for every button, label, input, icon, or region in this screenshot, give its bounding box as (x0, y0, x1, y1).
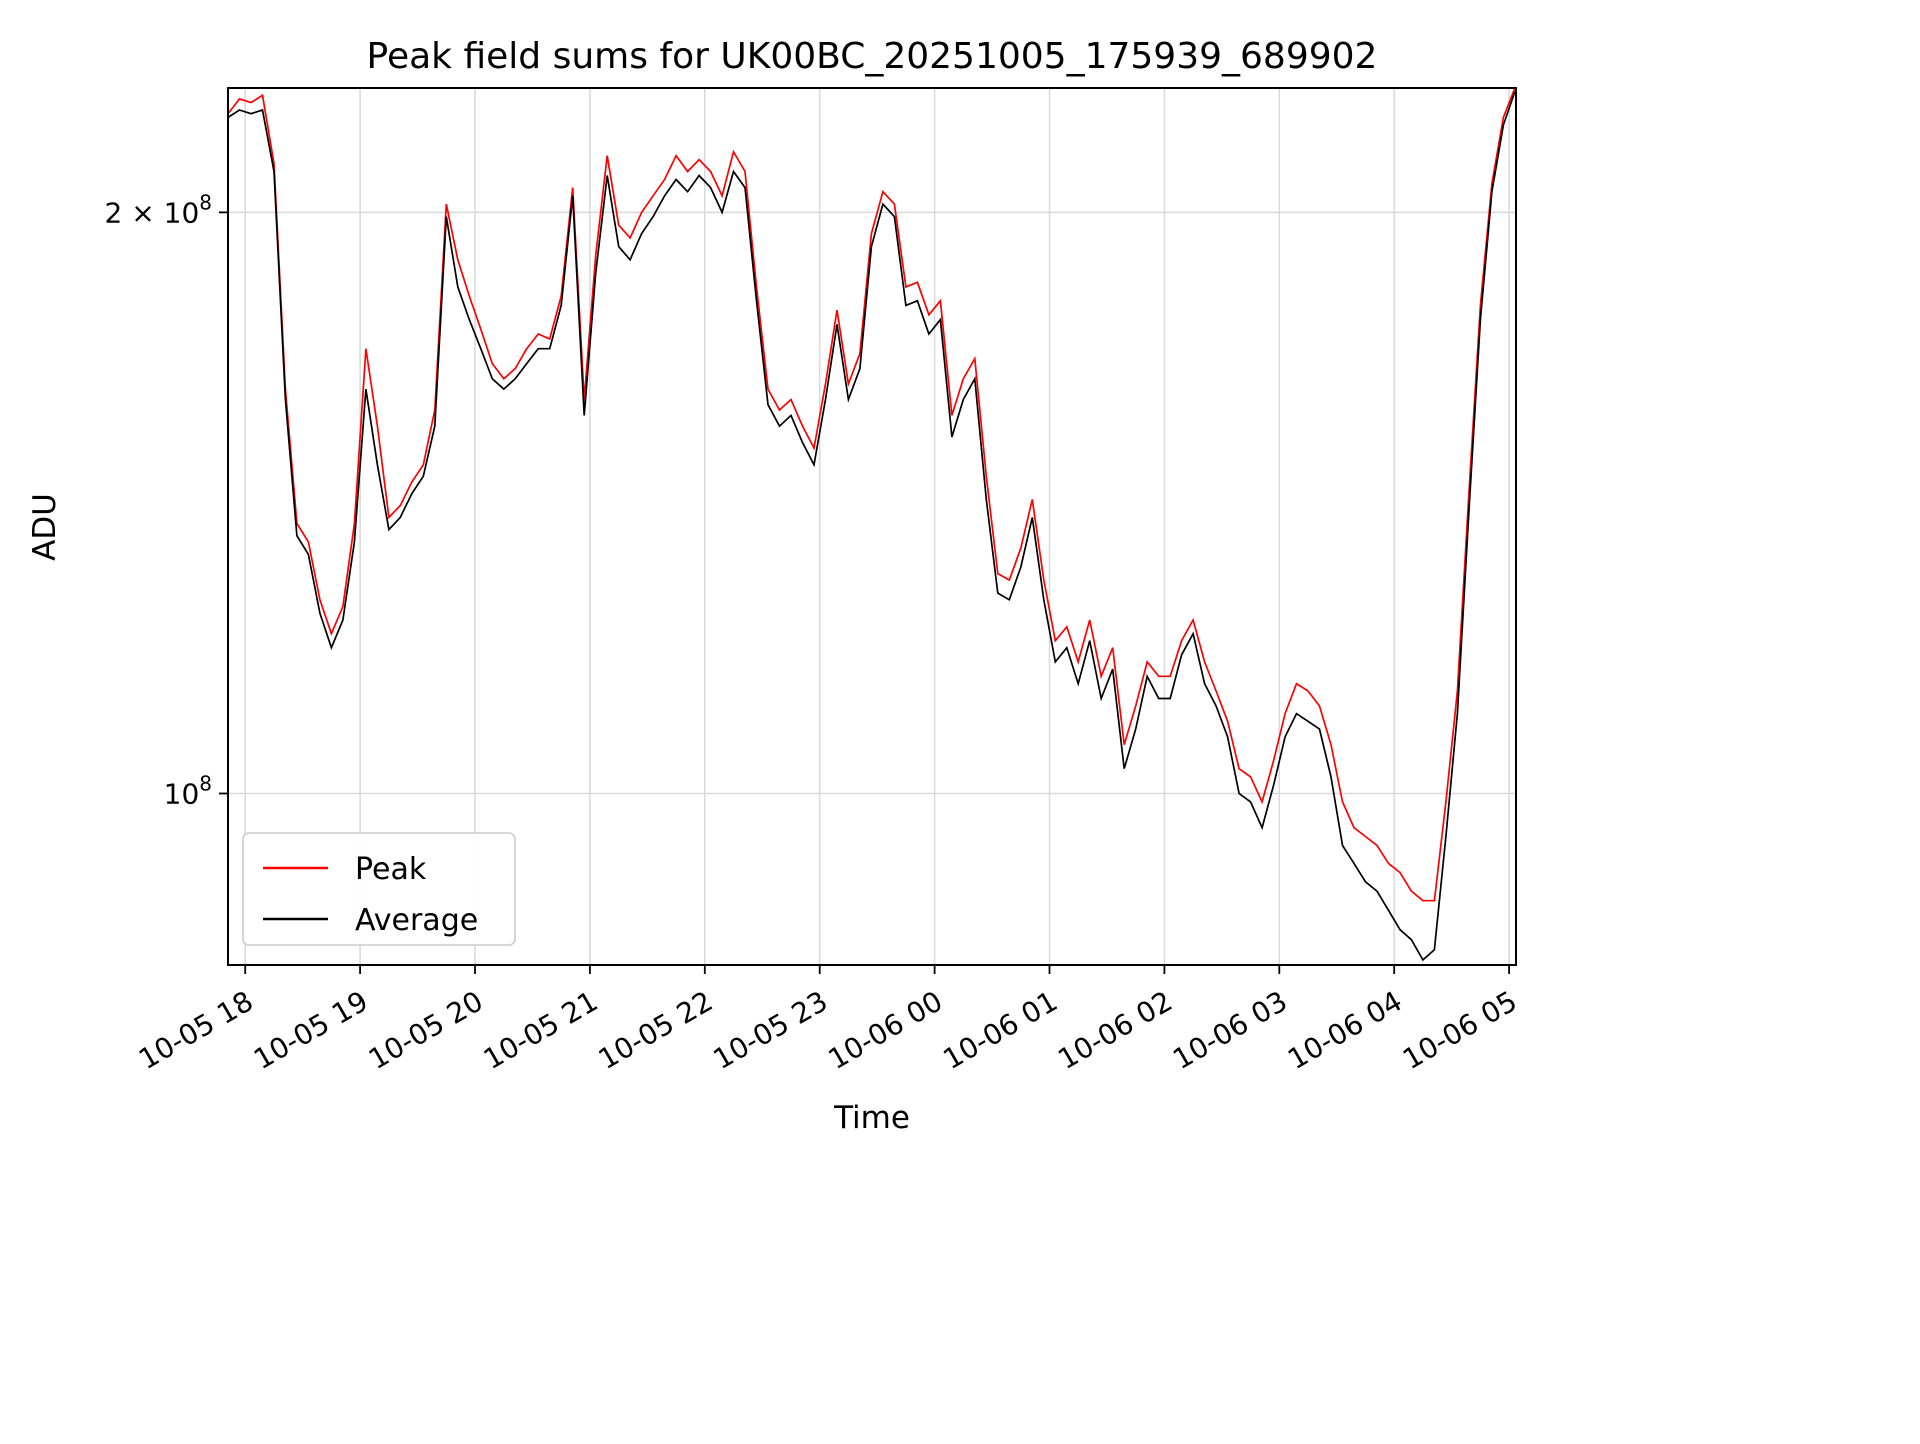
legend-box (242, 832, 516, 946)
plot-border (227, 87, 1517, 966)
y-tick-label: 2 × 108 (105, 190, 212, 229)
average-series-line (228, 91, 1516, 962)
y-axis-label: ADU (27, 493, 63, 561)
y-axis-ticks: 2 × 108 108 (105, 190, 228, 811)
series-group (228, 88, 1516, 962)
grid-lines (228, 88, 1516, 965)
x-axis-label: Time (833, 1100, 910, 1136)
y-tick-label: 108 (164, 772, 212, 811)
legend-average-label: Average (355, 903, 478, 938)
legend-peak-label: Peak (355, 852, 427, 887)
chart-title: Peak field sums for UK00BC_20251005_1759… (367, 36, 1378, 77)
legend: Peak Average (242, 832, 516, 946)
